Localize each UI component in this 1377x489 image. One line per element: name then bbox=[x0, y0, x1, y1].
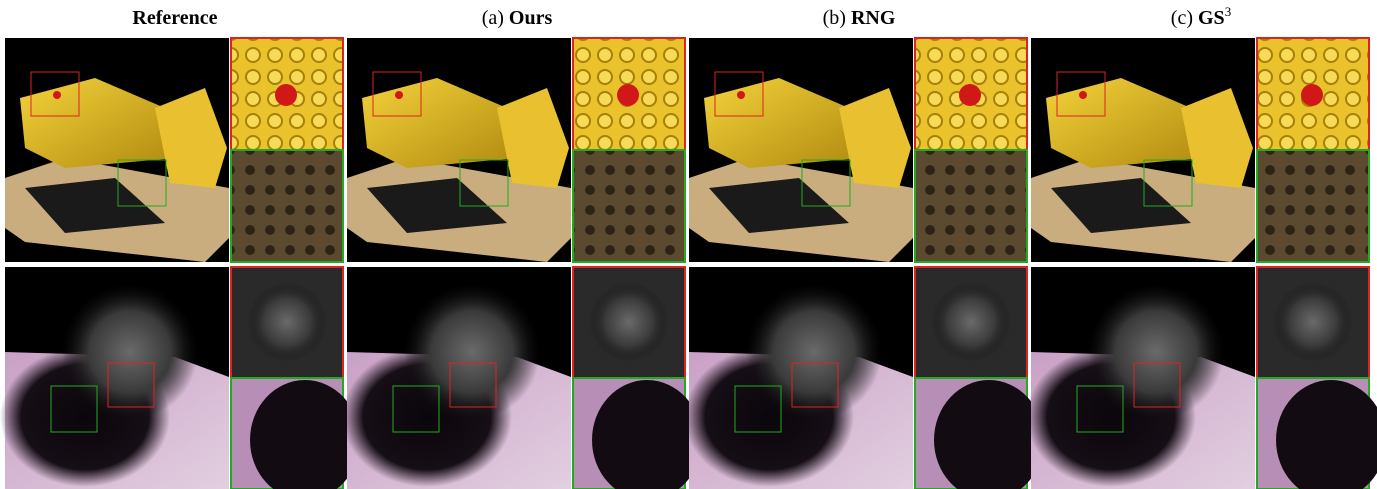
lego-panel bbox=[689, 38, 1027, 262]
lego-panel bbox=[1031, 38, 1369, 262]
method-name: GS bbox=[1198, 7, 1225, 29]
method-name: Reference bbox=[132, 7, 217, 29]
figure: Reference (a) Ours (b) RNG (c) GS3 bbox=[0, 0, 1377, 489]
column-title: (a) Ours bbox=[482, 7, 553, 29]
method-name: Ours bbox=[509, 7, 553, 29]
zoom-green bbox=[1257, 150, 1369, 262]
title-prefix: (c) bbox=[1171, 7, 1193, 29]
method-name: RNG bbox=[851, 7, 896, 29]
lego-panel bbox=[5, 38, 343, 262]
zoom-green bbox=[915, 150, 1027, 262]
column-title: Reference bbox=[132, 7, 217, 29]
column-title: (b) RNG bbox=[823, 7, 896, 29]
title-prefix: (b) bbox=[823, 7, 846, 29]
fur-panel bbox=[1026, 267, 1377, 489]
column-title: (c) GS3 bbox=[1171, 4, 1231, 29]
title-prefix: (a) bbox=[482, 7, 504, 29]
lego-panel bbox=[347, 38, 685, 262]
superscript: 3 bbox=[1225, 4, 1232, 19]
fur-panel bbox=[342, 267, 702, 489]
fur-panel bbox=[684, 267, 1044, 489]
zoom-green bbox=[573, 150, 685, 262]
zoom-green bbox=[231, 150, 343, 262]
fur-panel bbox=[0, 267, 360, 489]
